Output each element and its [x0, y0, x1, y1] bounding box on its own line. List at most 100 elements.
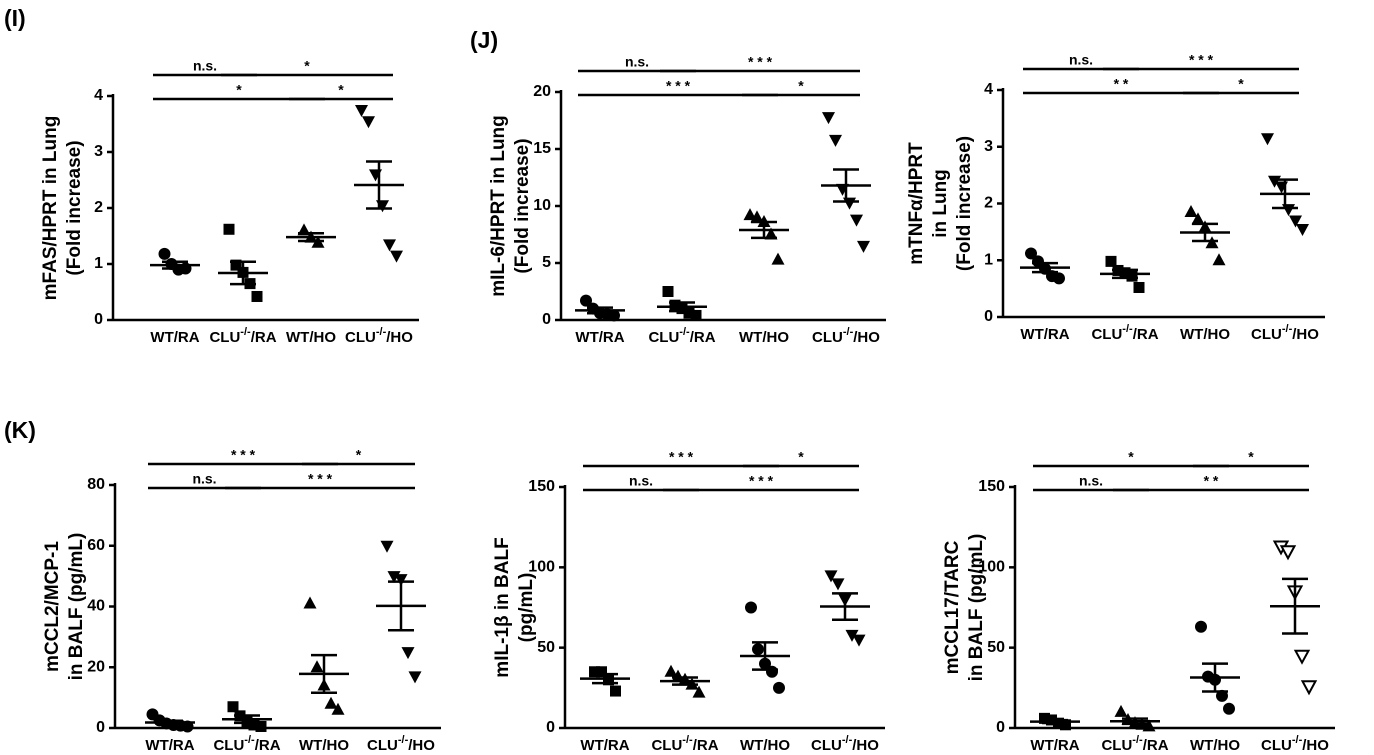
point: [773, 681, 785, 694]
y-axis-label: in BALF (pg/mL): [66, 533, 87, 681]
x-tick-label: WT/HO: [740, 737, 790, 754]
significance-label: * * *: [666, 78, 691, 94]
x-tick-label-part: -/-: [843, 326, 854, 338]
y-tick-label: 100: [528, 559, 555, 576]
point: [750, 210, 764, 223]
y-tick-label: 40: [87, 598, 105, 615]
y-tick-label: 20: [533, 83, 551, 100]
point: [401, 647, 415, 660]
x-tick-label-part: /RA: [1143, 737, 1169, 754]
y-axis-label: mCCL17/TARC: [942, 540, 963, 674]
y-tick-label: 0: [542, 311, 551, 328]
x-tick-label-part: /RA: [693, 737, 719, 754]
x-tick-label: WT/HO: [286, 329, 336, 346]
point: [857, 240, 870, 253]
y-tick-label: 2: [984, 195, 993, 212]
significance-label: * * *: [231, 447, 256, 463]
point: [1279, 545, 1297, 561]
point: [596, 666, 607, 678]
significance-label: * * *: [749, 473, 774, 489]
point: [1053, 272, 1065, 285]
point: [223, 223, 235, 235]
significance-label: *: [798, 78, 804, 94]
point: [831, 578, 845, 591]
y-tick-label: 60: [87, 537, 105, 554]
significance-label: *: [304, 58, 310, 74]
point: [1296, 224, 1309, 237]
x-tick-label-part: -/-: [376, 326, 387, 338]
y-tick-label: 1: [94, 255, 103, 272]
y-axis-label: mFAS/HPRT in Lung: [40, 116, 61, 301]
point: [1184, 205, 1198, 218]
x-tick-label-part: CLU: [1261, 737, 1292, 754]
point: [829, 134, 842, 147]
x-tick-label-part: /HO: [852, 737, 879, 754]
x-tick-label: WT/RA: [575, 329, 624, 346]
significance-label: * * *: [748, 54, 773, 70]
y-tick-label: 150: [528, 478, 555, 495]
x-tick-label: WT/RA: [145, 737, 194, 754]
x-tick-label-part: /HO: [408, 737, 435, 754]
point: [683, 307, 695, 319]
x-tick-label-part: -/-: [398, 734, 409, 746]
y-axis-label: (Fold increase): [954, 136, 975, 271]
point: [1216, 689, 1228, 702]
point: [1105, 255, 1117, 267]
y-tick-label: 1: [984, 251, 993, 268]
y-axis-label: mCCL2/MCP-1: [42, 541, 63, 672]
y-tick-label: 0: [96, 719, 105, 736]
x-tick-label-part: -/-: [1282, 323, 1293, 335]
point: [1126, 270, 1138, 282]
point: [227, 701, 239, 713]
x-tick-label-part: /HO: [1292, 326, 1319, 343]
point: [355, 105, 368, 117]
y-axis-label: mTNFα/HPRT: [906, 142, 927, 265]
x-tick-label: CLU-/-/HO: [1251, 323, 1319, 343]
x-tick-label-part: -/-: [1292, 734, 1303, 746]
x-tick-label: CLU-/-/HO: [1261, 734, 1329, 754]
x-tick-label-part: -/-: [240, 326, 251, 338]
point: [1195, 620, 1207, 633]
panel-label: (J): [470, 27, 498, 53]
x-tick-label: CLU-/-/HO: [367, 734, 435, 754]
point: [310, 660, 324, 673]
point: [850, 214, 863, 227]
point: [255, 720, 267, 732]
significance-label: *: [236, 82, 242, 98]
y-tick-label: 0: [94, 311, 103, 328]
x-tick-label-part: -/-: [1122, 323, 1133, 335]
point: [580, 294, 592, 307]
x-tick-label-part: CLU: [213, 737, 244, 754]
x-tick-label-part: -/-: [679, 326, 690, 338]
x-tick-label: WT/RA: [580, 737, 629, 754]
x-tick-label-part: /RA: [690, 329, 716, 346]
x-tick-label: CLU-/-/RA: [1091, 323, 1158, 343]
x-tick-label-part: CLU: [1091, 326, 1122, 343]
point: [1261, 133, 1274, 146]
significance-label: * * *: [1189, 52, 1214, 68]
x-tick-label: CLU-/-/HO: [812, 326, 880, 346]
significance-label: n.s.: [629, 473, 653, 489]
y-tick-label: 100: [978, 559, 1005, 576]
x-tick-label-part: /RA: [1133, 326, 1159, 343]
x-tick-label-part: -/-: [842, 734, 853, 746]
point: [1060, 719, 1071, 731]
x-tick-label-part: CLU: [367, 737, 398, 754]
point: [764, 227, 778, 240]
x-tick-label: WT/HO: [1180, 326, 1230, 343]
point: [1025, 247, 1037, 260]
x-tick-label-part: CLU: [811, 737, 842, 754]
point: [1212, 253, 1226, 266]
significance-label: * *: [1204, 473, 1219, 489]
y-tick-label: 150: [978, 478, 1005, 495]
point: [331, 702, 345, 715]
point: [752, 643, 764, 656]
y-tick-label: 80: [87, 476, 105, 493]
y-tick-label: 3: [984, 138, 993, 155]
x-tick-label-part: /HO: [853, 329, 880, 346]
y-axis-label: (Fold increase): [512, 138, 533, 273]
x-tick-label-part: -/-: [244, 734, 255, 746]
x-tick-label-part: /RA: [255, 737, 281, 754]
x-tick-label-part: CLU: [651, 737, 682, 754]
point: [1293, 649, 1311, 665]
